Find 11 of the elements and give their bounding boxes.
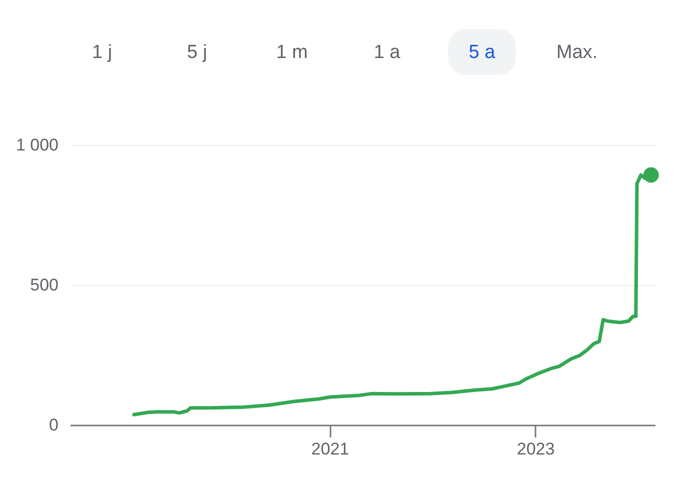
text: 1 m: [276, 42, 308, 63]
text: 1 a: [374, 42, 401, 63]
text: Max.: [556, 42, 598, 63]
text: 1 j: [92, 42, 112, 63]
x-tick-label: 2023: [516, 440, 555, 458]
text: 5 j: [186, 42, 208, 63]
x-tick-label: 2021: [311, 440, 350, 458]
y-tick-label: 1 000: [16, 136, 58, 154]
text: 5 a: [468, 42, 496, 63]
y-tick-label: 0: [49, 416, 58, 434]
y-tick-label: 500: [30, 276, 58, 294]
